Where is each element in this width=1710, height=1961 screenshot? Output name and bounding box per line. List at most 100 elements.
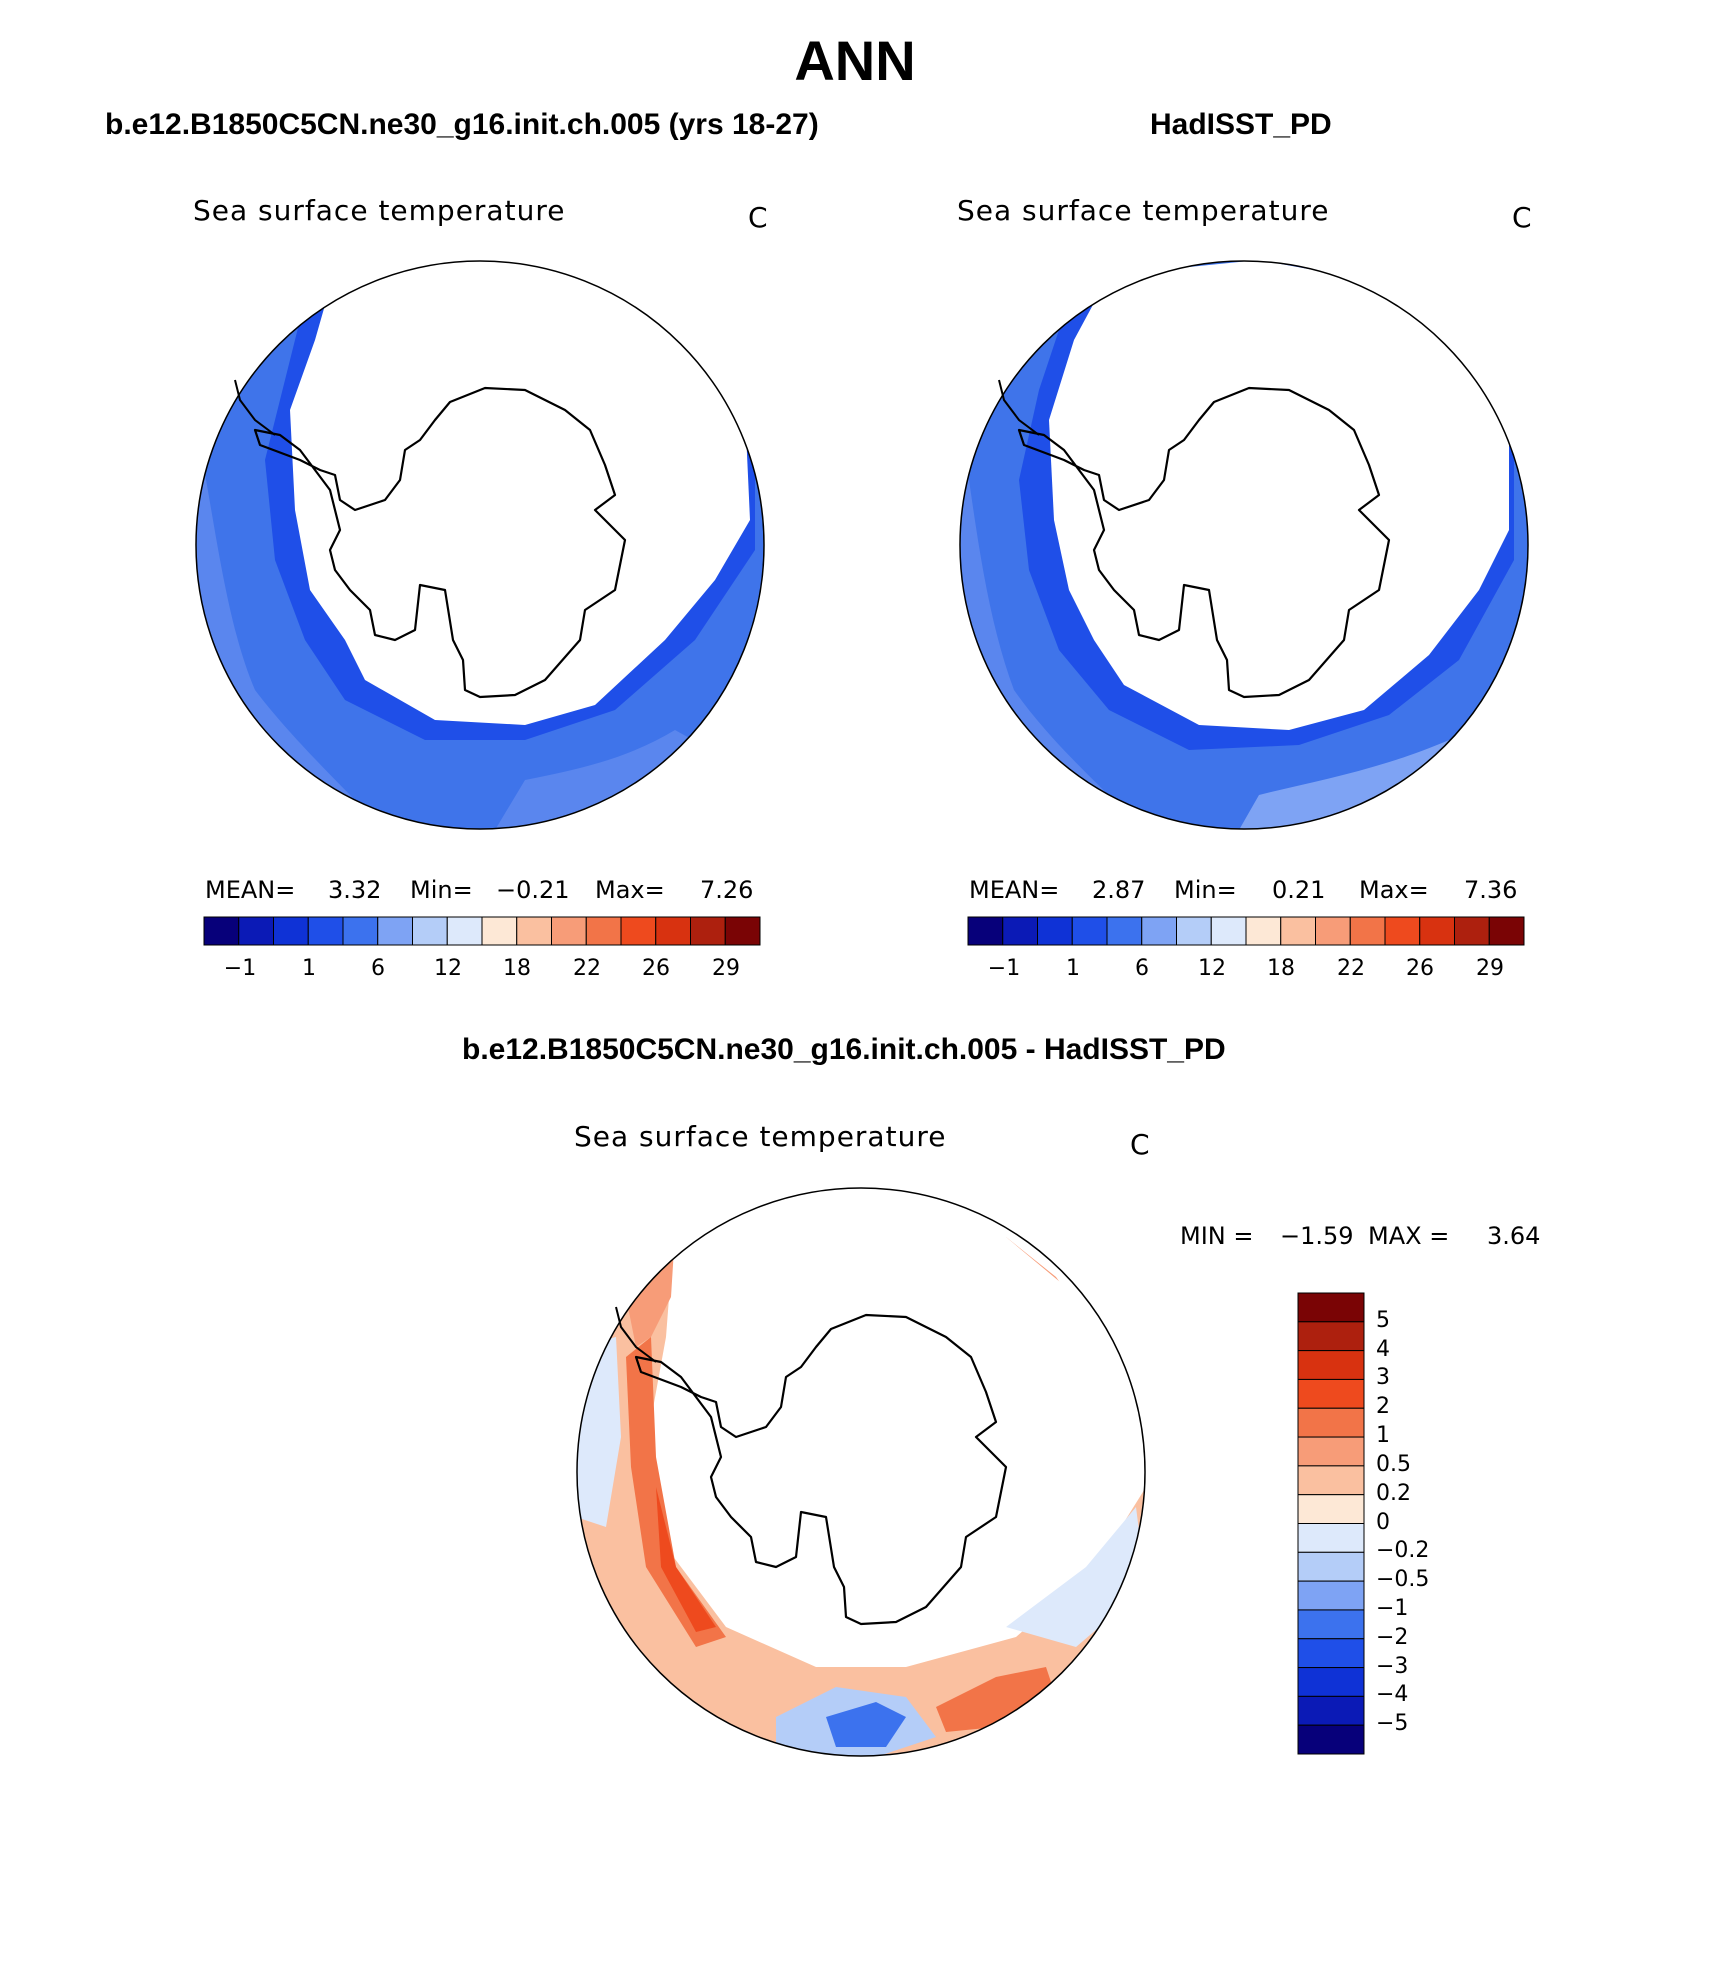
panel2-units-label: C [1512, 201, 1533, 234]
diff-field-label: Sea surface temperature [574, 1120, 947, 1153]
colorbar-swatch [1037, 916, 1073, 946]
diff-max-label: MAX = [1368, 1222, 1450, 1250]
panel2-cb-tick: 22 [1337, 956, 1365, 981]
panel1-heading: b.e12.B1850C5CN.ne30_g16.init.ch.005 (yr… [105, 108, 819, 141]
diff-polar-map [576, 1187, 1146, 1757]
panel2-sea-ice [1049, 261, 1509, 730]
panel1-mean-label: MEAN= [205, 876, 296, 904]
colorbar-swatch [1071, 916, 1108, 946]
colorbar-swatch [342, 916, 379, 946]
panel2-cb-tick: 1 [1066, 956, 1080, 981]
colorbar-swatch [412, 916, 448, 946]
colorbar-swatch [1349, 916, 1386, 946]
diff-colorbar-swatch [1297, 1292, 1365, 1323]
diff-colorbar-level: 5 [1376, 1307, 1390, 1333]
colorbar-swatch [1454, 916, 1490, 946]
diff-colorbar-swatch [1297, 1580, 1365, 1611]
diff-max-value: 3.64 [1487, 1222, 1541, 1250]
diff-warm-se [936, 1667, 1056, 1732]
diff-colorbar [1297, 1292, 1365, 1755]
panel2-cb-tick: 6 [1135, 956, 1149, 981]
colorbar-swatch [516, 916, 552, 946]
panel1-units-label: C [748, 201, 769, 234]
colorbar-swatch [1245, 916, 1282, 946]
panel2-cb-tick: 12 [1198, 956, 1226, 981]
colorbar-swatch [1280, 916, 1316, 946]
panel2-mean-label: MEAN= [969, 876, 1060, 904]
colorbar-swatch [203, 916, 240, 946]
panel1-polar-map [195, 260, 765, 830]
colorbar-swatch [1419, 916, 1455, 946]
colorbar-swatch [1488, 916, 1525, 946]
colorbar-swatch [446, 916, 483, 946]
colorbar-swatch [655, 916, 691, 946]
colorbar-swatch [1315, 916, 1351, 946]
diff-cold-south [826, 1702, 906, 1747]
colorbar-swatch [273, 916, 309, 946]
panel1-max-label: Max= [595, 876, 665, 904]
colorbar-swatch [1384, 916, 1421, 946]
colorbar-swatch [377, 916, 413, 946]
colorbar-swatch [1141, 916, 1177, 946]
panel2-min-value: 0.21 [1272, 876, 1326, 904]
panel2-max-label: Max= [1359, 876, 1429, 904]
diff-colorbar-swatch [1297, 1350, 1365, 1380]
diff-colorbar-swatch [1297, 1695, 1365, 1726]
colorbar-swatch [1176, 916, 1212, 946]
panel1-cb-tick: −1 [223, 956, 257, 981]
panel1-cb-tick: 26 [642, 956, 670, 981]
diff-colorbar-level: −1 [1376, 1595, 1409, 1621]
diff-sea-ice [661, 1188, 1116, 1657]
panel2-colorbar [967, 916, 1525, 946]
panel1-field-label: Sea surface temperature [193, 194, 566, 227]
diff-colorbar-swatch [1297, 1407, 1365, 1438]
panel2-cb-tick: 26 [1406, 956, 1434, 981]
panel1-mean-value: 3.32 [328, 876, 382, 904]
diff-colorbar-level: −0.2 [1376, 1538, 1430, 1564]
panel2-peninsula-outline [998, 379, 1040, 436]
diff-colorbar-level: 0.2 [1376, 1480, 1411, 1506]
diff-colorbar-level: 3 [1376, 1365, 1390, 1391]
panel1-cb-tick: 18 [503, 956, 531, 981]
diff-colorbar-swatch [1297, 1667, 1365, 1697]
panel1-cb-tick: 22 [573, 956, 601, 981]
panel2-cb-tick: 29 [1476, 956, 1504, 981]
colorbar-swatch [481, 916, 518, 946]
colorbar-swatch [585, 916, 622, 946]
diff-colorbar-level: 4 [1376, 1336, 1390, 1362]
diff-colorbar-swatch [1297, 1551, 1365, 1582]
diff-colorbar-swatch [1297, 1638, 1365, 1669]
diff-colorbar-swatch [1297, 1436, 1365, 1467]
panel2-heading: HadISST_PD [1150, 108, 1332, 141]
diff-peninsula-outline [615, 1306, 657, 1363]
panel1-colorbar [203, 916, 761, 946]
panel1-peninsula-outline [234, 379, 276, 436]
panel2-cb-tick: 18 [1267, 956, 1295, 981]
panel1-sea-ice [290, 261, 750, 725]
diff-colorbar-level: −5 [1376, 1711, 1409, 1737]
diff-min-label: MIN = [1180, 1222, 1254, 1250]
diff-colorbar-swatch [1297, 1724, 1365, 1755]
panel2-antarctica-outline [1017, 386, 1391, 699]
panel1-cb-tick: 12 [434, 956, 462, 981]
diff-min-value: −1.59 [1280, 1222, 1354, 1250]
colorbar-swatch [1002, 916, 1038, 946]
figure-title: ANN [794, 29, 916, 92]
diff-warm-outer [577, 1207, 1145, 1756]
panel1-min-value: −0.21 [496, 876, 570, 904]
diff-colorbar-level: −0.5 [1376, 1567, 1430, 1593]
diff-colorbar-swatch [1297, 1321, 1365, 1352]
panel1-min-label: Min= [410, 876, 473, 904]
diff-hot-core [656, 1487, 716, 1632]
colorbar-swatch [551, 916, 587, 946]
diff-colorbar-swatch [1297, 1494, 1365, 1524]
colorbar-swatch [307, 916, 344, 946]
panel1-cb-tick: 29 [712, 956, 740, 981]
colorbar-swatch [690, 916, 726, 946]
diff-colorbar-level: −2 [1376, 1624, 1409, 1650]
colorbar-swatch [620, 916, 657, 946]
diff-colorbar-level: −3 [1376, 1653, 1409, 1679]
panel2-mean-value: 2.87 [1092, 876, 1146, 904]
diff-colorbar-swatch [1297, 1378, 1365, 1409]
diff-colorbar-level: 0.5 [1376, 1451, 1411, 1477]
